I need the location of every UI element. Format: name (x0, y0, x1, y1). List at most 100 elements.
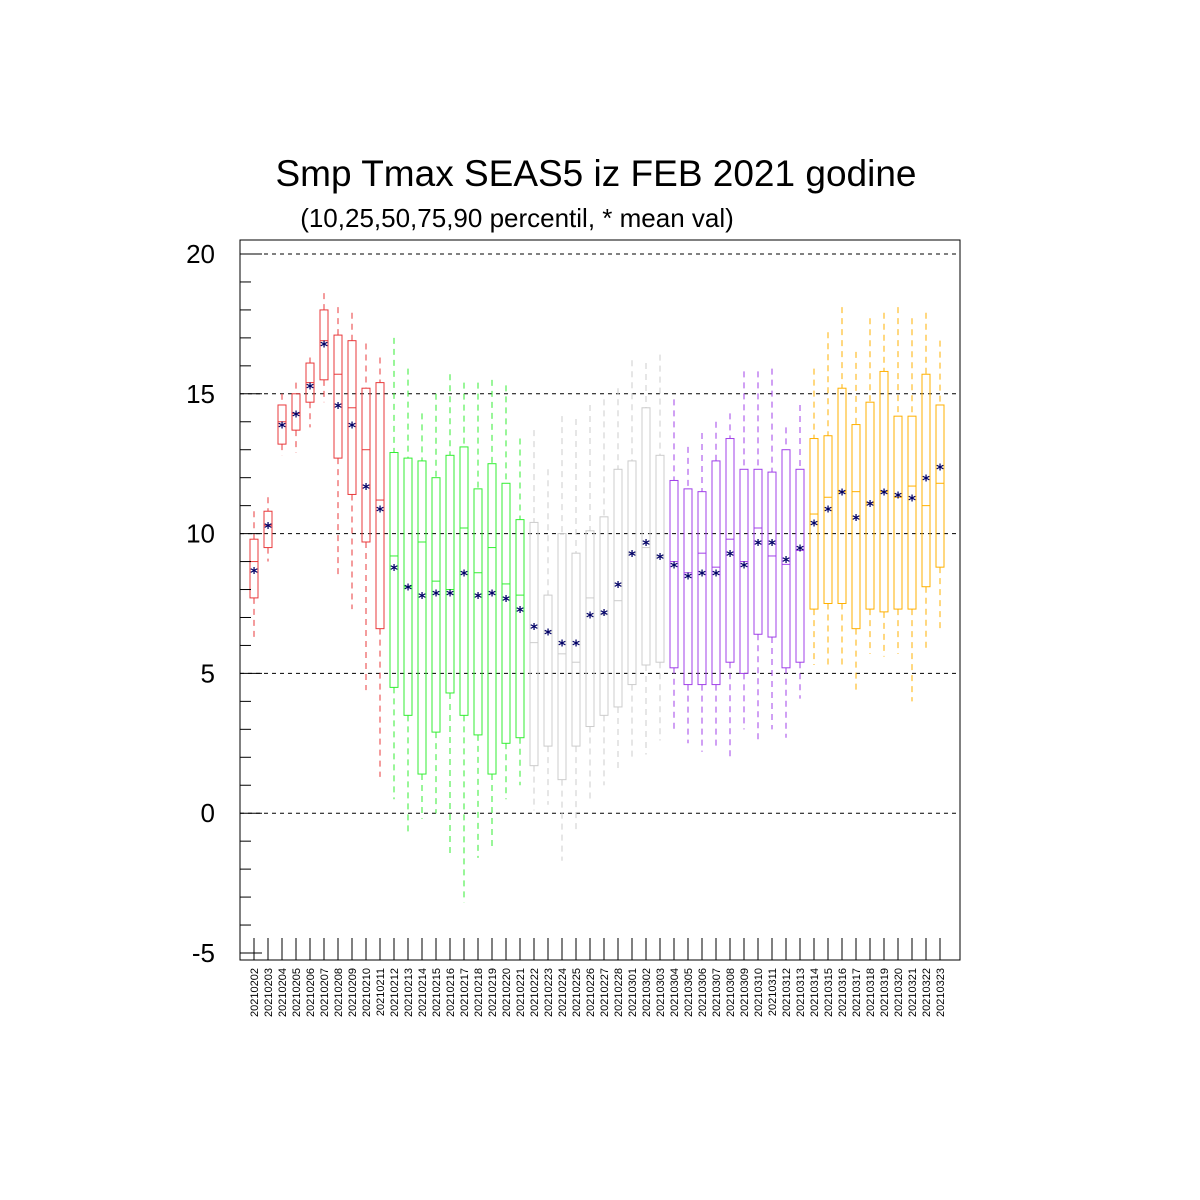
x-tick-labels: 20210202 20210203 20210204 20210205 20210206… (249, 968, 947, 1017)
box-20210304 (669, 399, 679, 730)
x-tick-label: 20210306 (697, 968, 709, 1017)
y-tick-label: -5 (192, 938, 215, 968)
box-iqr (837, 387, 847, 605)
mean-marker: * (796, 542, 804, 560)
mean-marker: * (922, 472, 930, 490)
x-tick-label: 20210218 (473, 968, 485, 1017)
y-tick-label: 5 (201, 658, 215, 688)
mean-marker: * (348, 419, 356, 437)
box-iqr (375, 382, 385, 630)
box-20210214 (417, 413, 427, 819)
mean-marker: * (586, 609, 594, 627)
x-tick-label: 20210215 (431, 968, 443, 1017)
x-tick-label: 20210225 (571, 968, 583, 1017)
x-tick-label: 20210319 (879, 968, 891, 1017)
box-20210306 (697, 432, 707, 752)
box-iqr (571, 552, 581, 747)
x-tick-label: 20210303 (655, 968, 667, 1017)
box-iqr (683, 488, 693, 686)
mean-marker: * (320, 337, 328, 355)
x-tick-label: 20210226 (585, 968, 597, 1017)
box-20210312 (781, 427, 791, 738)
box-iqr (543, 594, 553, 747)
x-tick-label: 20210304 (669, 968, 681, 1017)
mean-marker: * (880, 486, 888, 504)
x-tick-label: 20210313 (795, 968, 807, 1017)
x-tick-label: 20210202 (249, 968, 261, 1017)
chart-subtitle: (10,25,50,75,90 percentil, * mean val) (300, 203, 734, 233)
mean-marker: * (404, 581, 412, 599)
mean-marker: * (460, 567, 468, 585)
mean-marker: * (684, 570, 692, 588)
x-tick-label: 20210212 (389, 968, 401, 1017)
mean-marker: * (264, 519, 272, 537)
box-20210319 (879, 312, 889, 657)
box-20210212 (389, 337, 399, 800)
mean-marker: * (572, 637, 580, 655)
mean-marker: * (334, 399, 342, 417)
box-iqr (893, 415, 903, 610)
box-20210310 (753, 371, 763, 744)
x-tick-label: 20210228 (613, 968, 625, 1017)
x-tick-label: 20210216 (445, 968, 457, 1017)
mean-markers: * * * * * * * * * * * * * * * * * * * * * * * * * * * * * * * * * * * * * * * *… (250, 337, 944, 654)
y-tick-label: 20 (186, 239, 215, 269)
mean-marker: * (782, 553, 790, 571)
x-tick-label: 20210315 (823, 968, 835, 1017)
box-20210202 (249, 511, 259, 638)
box-iqr (263, 510, 273, 549)
box-20210205 (291, 382, 301, 453)
mean-marker: * (250, 564, 258, 582)
box-20210302 (641, 363, 651, 755)
box-iqr (319, 309, 329, 381)
box-iqr (781, 449, 791, 669)
box-iqr (347, 340, 357, 495)
x-tick-label: 20210217 (459, 968, 471, 1017)
x-tick-label: 20210305 (683, 968, 695, 1017)
box-20210217 (459, 382, 469, 903)
box-iqr (515, 519, 525, 739)
plot-frame (239, 239, 961, 961)
box-20210313 (795, 404, 805, 699)
box-iqr (627, 460, 637, 686)
box-iqr (795, 468, 805, 663)
mean-marker: * (544, 625, 552, 643)
x-tick-label: 20210208 (333, 968, 345, 1017)
box-iqr (907, 415, 917, 610)
box-iqr (431, 477, 441, 733)
x-tick-label: 20210311 (767, 968, 779, 1016)
mean-marker: * (670, 558, 678, 576)
axes (239, 239, 961, 961)
box-20210320 (893, 307, 903, 654)
box-iqr (655, 454, 665, 663)
x-tick-label: 20210206 (305, 968, 317, 1017)
x-tick-label: 20210301 (627, 968, 639, 1017)
x-tick-label: 20210302 (641, 968, 653, 1017)
x-tick-label: 20210316 (837, 968, 849, 1017)
box-iqr (389, 452, 399, 688)
box-iqr (739, 468, 749, 674)
mean-marker: * (600, 606, 608, 624)
x-tick-label: 20210307 (711, 968, 723, 1017)
box-20210318 (865, 318, 875, 654)
mean-marker: * (810, 516, 818, 534)
x-tick-label: 20210318 (865, 968, 877, 1017)
y-tick-label: 10 (186, 519, 215, 549)
box-iqr (459, 446, 469, 716)
box-iqr (473, 488, 483, 736)
box-20210224 (557, 416, 567, 861)
mean-marker: * (614, 578, 622, 596)
x-tick-label: 20210203 (263, 968, 275, 1017)
x-tick-label: 20210317 (851, 968, 863, 1017)
mean-marker: * (824, 502, 832, 520)
mean-marker: * (376, 502, 384, 520)
box-series (249, 293, 945, 903)
box-20210206 (305, 357, 315, 428)
x-tick-label: 20210223 (543, 968, 555, 1017)
mean-marker: * (726, 547, 734, 565)
mean-marker: * (278, 419, 286, 437)
box-iqr (361, 387, 371, 543)
y-tick-label: 0 (201, 798, 215, 828)
box-20210223 (543, 469, 553, 805)
